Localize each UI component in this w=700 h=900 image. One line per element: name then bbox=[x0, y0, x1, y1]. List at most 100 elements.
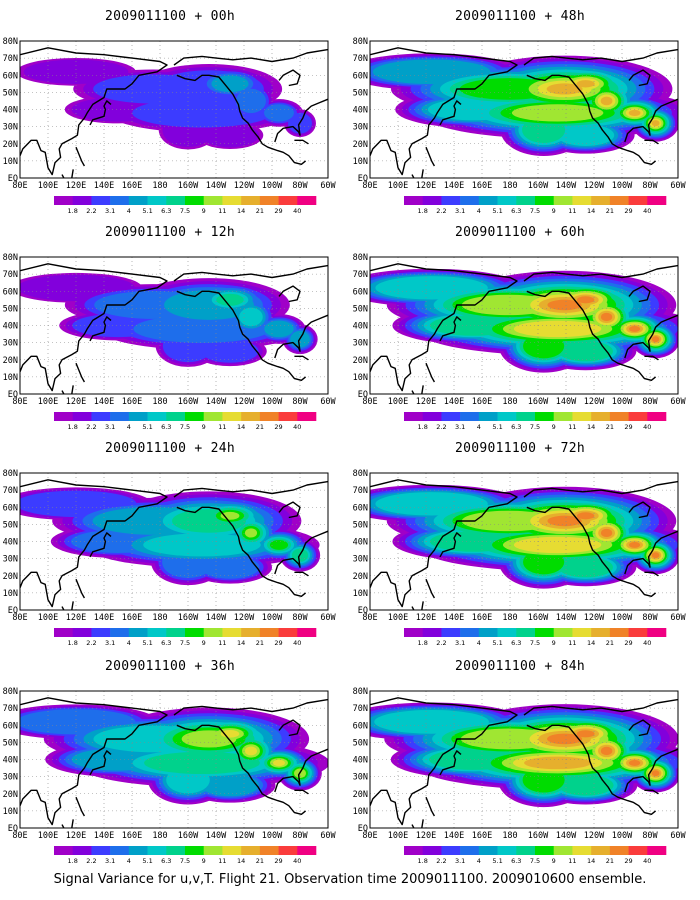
colorbar-swatch bbox=[54, 196, 74, 205]
colorbar-swatch bbox=[460, 196, 480, 205]
variance-contour bbox=[269, 539, 289, 550]
colorbar-swatch bbox=[241, 846, 261, 855]
lon-label: 140E bbox=[94, 613, 114, 623]
variance-contour bbox=[524, 756, 592, 770]
colorbar-label: 7.5 bbox=[530, 423, 540, 431]
variance-contour bbox=[600, 746, 613, 756]
lat-label: 30N bbox=[353, 555, 368, 565]
lon-label: 180 bbox=[502, 613, 517, 623]
coastline bbox=[526, 74, 657, 166]
lat-label: 40N bbox=[353, 322, 368, 332]
colorbar-label: 29 bbox=[274, 639, 282, 647]
coastline bbox=[61, 601, 74, 610]
colorbar-swatch bbox=[278, 628, 298, 637]
colorbar-swatch bbox=[609, 846, 629, 855]
colorbar-swatch bbox=[72, 196, 92, 205]
colorbar-swatch bbox=[553, 846, 573, 855]
colorbar-swatch bbox=[166, 196, 186, 205]
colorbar-label: 14 bbox=[587, 423, 595, 431]
colorbar-label: 21 bbox=[256, 423, 264, 431]
colorbar-label: 7.5 bbox=[180, 857, 190, 865]
coastline bbox=[425, 796, 436, 817]
coastline bbox=[439, 750, 462, 776]
lon-label: 60W bbox=[670, 397, 686, 407]
variance-contour bbox=[245, 746, 257, 756]
colorbar-swatch bbox=[110, 846, 130, 855]
variance-contour bbox=[547, 299, 582, 311]
panel-title: 2009011100 + 36h bbox=[104, 659, 236, 674]
lat-label: EQ bbox=[358, 824, 368, 834]
lon-label: 100E bbox=[38, 181, 58, 191]
lat-label: 40N bbox=[353, 106, 368, 116]
colorbar-label: 2.2 bbox=[436, 857, 446, 865]
colorbar-swatch bbox=[241, 412, 261, 421]
colorbar-swatch bbox=[478, 628, 498, 637]
colorbar-swatch bbox=[591, 846, 611, 855]
colorbar-swatch bbox=[404, 412, 424, 421]
lon-label: 140W bbox=[556, 397, 577, 407]
coastline bbox=[294, 789, 309, 795]
coastline bbox=[370, 479, 518, 608]
colorbar-swatch bbox=[241, 196, 261, 205]
colorbar-label: 11 bbox=[218, 423, 226, 431]
lon-label: 180 bbox=[502, 831, 517, 841]
colorbar-swatch bbox=[460, 846, 480, 855]
colorbar-label: 4 bbox=[127, 857, 131, 865]
lon-label: 60W bbox=[320, 831, 336, 841]
colorbar-swatch bbox=[647, 846, 667, 855]
colorbar-label: 9 bbox=[552, 207, 556, 215]
coastline bbox=[89, 316, 112, 342]
colorbar-label: 40 bbox=[643, 639, 651, 647]
map-panel: 2009011100 + 60h 80N 70N 60N 50N 40N 30N 20N 10N… bbox=[350, 216, 690, 431]
colorbar-label: 21 bbox=[606, 207, 614, 215]
coastline bbox=[274, 98, 328, 143]
colorbar-swatch bbox=[441, 628, 461, 637]
colorbar-swatch bbox=[572, 628, 592, 637]
colorbar-swatch bbox=[628, 846, 648, 855]
coastline bbox=[624, 530, 678, 575]
variance-contour bbox=[132, 98, 272, 128]
coastline bbox=[274, 530, 328, 575]
map-panel: 2009011100 + 00h 80N 70N 60N 50N 40N 30N 20N 10N… bbox=[0, 0, 340, 215]
lon-label: 120W bbox=[584, 613, 605, 623]
coastline bbox=[523, 264, 678, 282]
coastline bbox=[20, 263, 168, 392]
lat-label: 50N bbox=[3, 304, 18, 314]
colorbar-label: 4 bbox=[477, 639, 481, 647]
colorbar-label: 11 bbox=[218, 207, 226, 215]
colorbar-swatch bbox=[185, 628, 205, 637]
coastline bbox=[628, 69, 651, 87]
colorbar-label: 2.2 bbox=[86, 423, 96, 431]
colorbar-swatch bbox=[497, 196, 517, 205]
lon-label: 180 bbox=[152, 181, 167, 191]
lon-label: 100E bbox=[388, 397, 408, 407]
colorbar-swatch bbox=[91, 412, 111, 421]
colorbar-swatch bbox=[278, 846, 298, 855]
figure-caption: Signal Variance for u,v,T. Flight 21. Ob… bbox=[53, 872, 647, 887]
coastline bbox=[644, 789, 659, 795]
lat-label: 20N bbox=[353, 790, 368, 800]
panel-title: 2009011100 + 24h bbox=[104, 441, 236, 456]
colorbar-swatch bbox=[128, 628, 148, 637]
colorbar-swatch bbox=[628, 412, 648, 421]
colorbar-swatch bbox=[128, 196, 148, 205]
colorbar-swatch bbox=[166, 628, 186, 637]
colorbar-swatch bbox=[422, 196, 442, 205]
colorbar-swatch bbox=[535, 846, 555, 855]
coastline bbox=[411, 819, 424, 828]
colorbar-swatch bbox=[91, 628, 111, 637]
variance-contour bbox=[628, 326, 641, 332]
lon-label: 120W bbox=[234, 181, 255, 191]
colorbar-label: 9 bbox=[202, 423, 206, 431]
colorbar-swatch bbox=[72, 846, 92, 855]
lon-label: 140E bbox=[94, 181, 114, 191]
colorbar-swatch bbox=[516, 412, 536, 421]
coastline bbox=[523, 698, 678, 716]
coastline bbox=[173, 48, 328, 66]
lon-label: 140E bbox=[94, 397, 114, 407]
variance-contour bbox=[239, 307, 263, 327]
lat-label: 60N bbox=[3, 503, 18, 513]
colorbar-label: 29 bbox=[274, 423, 282, 431]
